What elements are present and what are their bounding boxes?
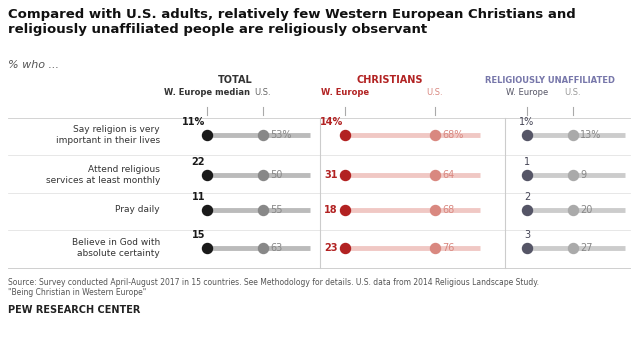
Text: 2: 2 <box>524 192 530 202</box>
Point <box>568 172 578 178</box>
Text: 1: 1 <box>524 157 530 167</box>
Text: 68: 68 <box>442 205 454 215</box>
Text: RELIGIOUSLY UNAFFILIATED: RELIGIOUSLY UNAFFILIATED <box>485 76 615 85</box>
Text: 14%: 14% <box>320 117 343 127</box>
Text: 27: 27 <box>580 243 593 253</box>
Text: 53%: 53% <box>270 130 291 140</box>
Text: 64: 64 <box>442 170 454 180</box>
Text: U.S.: U.S. <box>255 88 271 97</box>
Point <box>340 245 350 251</box>
Text: CHRISTIANS: CHRISTIANS <box>356 75 423 85</box>
Text: Say religion is very
important in their lives: Say religion is very important in their … <box>56 125 160 145</box>
Point <box>202 132 212 138</box>
Text: 11%: 11% <box>182 117 205 127</box>
Point <box>568 245 578 251</box>
Text: 20: 20 <box>580 205 593 215</box>
Text: 31: 31 <box>324 170 338 180</box>
Text: 68%: 68% <box>442 130 463 140</box>
Text: 11: 11 <box>191 192 205 202</box>
Point <box>340 172 350 178</box>
Text: 9: 9 <box>580 170 586 180</box>
Point <box>522 207 532 213</box>
Text: Compared with U.S. adults, relatively few Western European Christians and
religi: Compared with U.S. adults, relatively fe… <box>8 8 576 36</box>
Point <box>258 207 268 213</box>
Text: W. Europe: W. Europe <box>506 88 548 97</box>
Text: 50: 50 <box>270 170 282 180</box>
Text: 3: 3 <box>524 230 530 240</box>
Point <box>522 245 532 251</box>
Point <box>522 172 532 178</box>
Text: 15: 15 <box>191 230 205 240</box>
Point <box>202 207 212 213</box>
Text: 18: 18 <box>324 205 338 215</box>
Text: 76: 76 <box>442 243 454 253</box>
Text: 23: 23 <box>324 243 338 253</box>
Text: Source: Survey conducted April-August 2017 in 15 countries. See Methodology for : Source: Survey conducted April-August 20… <box>8 278 539 298</box>
Point <box>202 245 212 251</box>
Text: W. Europe: W. Europe <box>321 88 369 97</box>
Point <box>568 132 578 138</box>
Text: 22: 22 <box>191 157 205 167</box>
Point <box>568 207 578 213</box>
Point <box>430 132 440 138</box>
Point <box>522 132 532 138</box>
Text: Believe in God with
absolute certainty: Believe in God with absolute certainty <box>72 238 160 258</box>
Point <box>258 172 268 178</box>
Point <box>258 132 268 138</box>
Point <box>202 172 212 178</box>
Text: % who ...: % who ... <box>8 60 59 70</box>
Text: 63: 63 <box>270 243 282 253</box>
Text: Pray daily: Pray daily <box>115 205 160 215</box>
Text: 55: 55 <box>270 205 282 215</box>
Text: W. Europe median: W. Europe median <box>164 88 250 97</box>
Text: TOTAL: TOTAL <box>218 75 252 85</box>
Point <box>258 245 268 251</box>
Point <box>430 172 440 178</box>
Text: 1%: 1% <box>520 117 534 127</box>
Text: PEW RESEARCH CENTER: PEW RESEARCH CENTER <box>8 305 140 315</box>
Text: 13%: 13% <box>580 130 602 140</box>
Text: U.S.: U.S. <box>427 88 444 97</box>
Text: Attend religious
services at least monthly: Attend religious services at least month… <box>45 165 160 185</box>
Point <box>430 245 440 251</box>
Point <box>340 207 350 213</box>
Point <box>340 132 350 138</box>
Text: U.S.: U.S. <box>564 88 581 97</box>
Point <box>430 207 440 213</box>
